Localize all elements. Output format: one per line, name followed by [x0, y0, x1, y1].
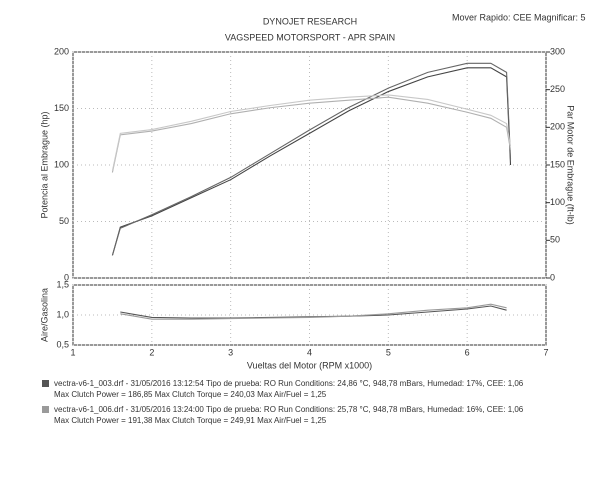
y-tick-label: 0 [64, 272, 69, 282]
x-tick-label: 4 [307, 347, 312, 357]
y2-tick-label: 200 [550, 122, 565, 132]
y-tick-label: 1,5 [56, 279, 69, 289]
y-tick-label: 1,0 [56, 309, 69, 319]
y2-tick-label: 50 [550, 235, 560, 245]
y-axis-label: Potencia al Embrague (hp) [39, 111, 49, 218]
x-tick-label: 2 [149, 347, 154, 357]
y2-tick-label: 150 [550, 159, 565, 169]
data-line [120, 303, 507, 320]
y-tick-label: 200 [54, 46, 69, 56]
data-line [111, 67, 512, 256]
top-right-note: Mover Rapido: CEE Magnificar: 5 [452, 12, 586, 22]
data-line [111, 94, 512, 172]
x-tick-label: 6 [465, 347, 470, 357]
legend-info: vectra-v6-1_003.drf - 31/05/2016 13:12:5… [54, 379, 524, 388]
y2-tick-label: 100 [550, 197, 565, 207]
y2-axis-label: Par Motor de Embrague (ft-lb) [566, 105, 576, 225]
y-tick-label: 50 [59, 216, 69, 226]
y-tick-label: 0,5 [56, 339, 69, 349]
x-tick-label: 3 [228, 347, 233, 357]
x-tick-label: 5 [386, 347, 391, 357]
legend-swatch [42, 406, 49, 413]
x-tick-label: 7 [543, 347, 548, 357]
y-tick-label: 100 [54, 159, 69, 169]
subtitle: VAGSPEED MOTORSPORT - APR SPAIN [225, 32, 395, 42]
y-tick-label: 150 [54, 103, 69, 113]
data-line [111, 96, 512, 173]
y-axis-label: Aire/Gasolina [39, 288, 49, 342]
data-line [111, 62, 512, 256]
x-tick-label: 1 [70, 347, 75, 357]
legend-stats: Max Clutch Power = 186,85 Max Clutch Tor… [54, 390, 327, 399]
y2-tick-label: 0 [550, 272, 555, 282]
x-axis-label: Vueltas del Motor (RPM x1000) [247, 360, 372, 370]
legend-stats: Max Clutch Power = 191,38 Max Clutch Tor… [54, 416, 327, 425]
y2-tick-label: 250 [550, 84, 565, 94]
legend-info: vectra-v6-1_006.drf - 31/05/2016 13:24:0… [54, 405, 524, 414]
title: DYNOJET RESEARCH [263, 16, 357, 26]
y2-tick-label: 300 [550, 46, 565, 56]
legend-swatch [42, 380, 49, 387]
